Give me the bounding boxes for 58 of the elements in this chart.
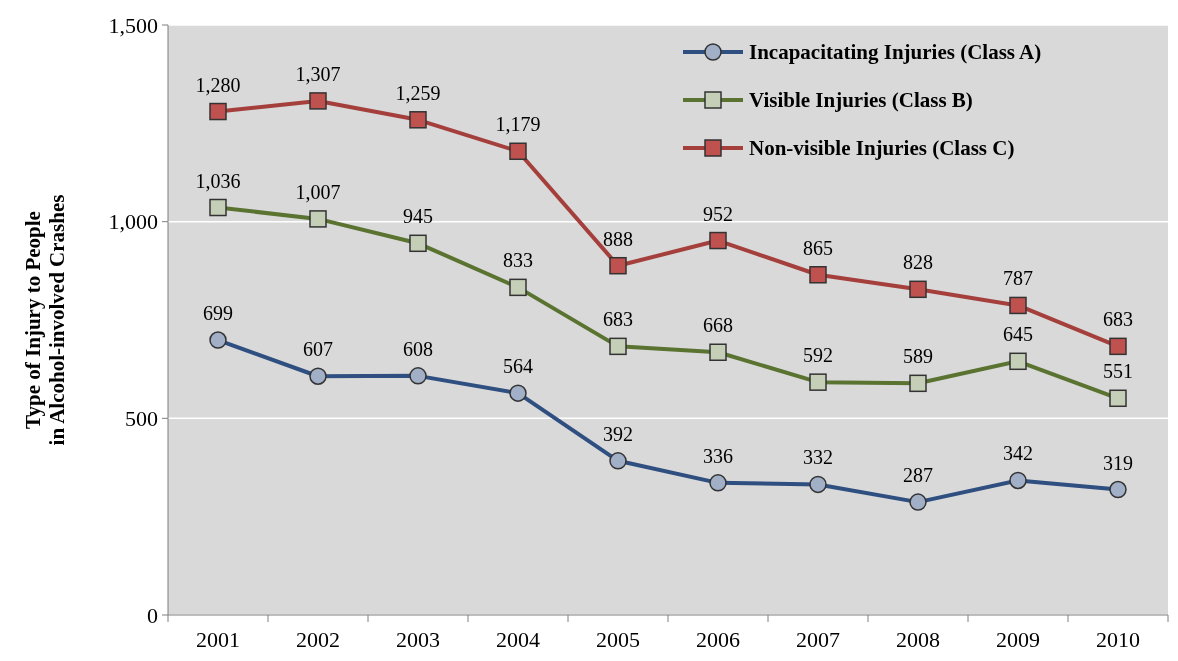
data-label: 1,307 [295, 62, 341, 85]
legend-label: Incapacitating Injuries (Class A) [749, 40, 1042, 65]
y-axis-title: Type of Injury to People in Alcohol-involved Crashes [21, 194, 69, 446]
data-label: 865 [803, 236, 833, 259]
data-label: 589 [903, 345, 933, 368]
point [409, 111, 427, 129]
data-label: 787 [1003, 267, 1033, 290]
point [309, 92, 327, 110]
data-label: 952 [703, 202, 733, 225]
point [609, 256, 627, 275]
y-tick-label: 1,500 [108, 12, 158, 38]
point [709, 231, 727, 250]
x-tick-label: 2008 [896, 627, 940, 652]
data-label: 828 [903, 251, 933, 274]
data-label: 342 [1003, 442, 1033, 465]
data-label: 1,259 [395, 81, 441, 104]
point [809, 266, 827, 284]
x-tick-label: 2004 [496, 627, 540, 652]
point [909, 280, 927, 299]
y-tick-label: 1,000 [108, 209, 158, 235]
data-label: 551 [1103, 360, 1133, 383]
y-tick-label: 500 [125, 406, 158, 432]
data-label: 699 [203, 302, 233, 325]
point [1009, 296, 1027, 315]
x-tick-label: 2009 [996, 627, 1040, 652]
data-label: 1,036 [195, 169, 241, 192]
legend-label: Non-visible Injuries (Class C) [749, 136, 1015, 161]
x-tick-label: 2007 [796, 627, 840, 652]
data-label: 336 [703, 444, 733, 467]
data-label: 287 [903, 464, 933, 487]
point [209, 102, 227, 121]
x-tick-label: 2003 [396, 627, 440, 652]
data-label: 319 [1103, 451, 1133, 474]
data-label: 607 [303, 338, 333, 361]
y-tick-label: 0 [147, 602, 158, 628]
data-label: 332 [803, 446, 833, 469]
legend-label: Visible Injuries (Class B) [749, 88, 973, 113]
x-tick-label: 2005 [596, 627, 640, 652]
x-tick-label: 2010 [1096, 627, 1140, 652]
data-label: 1,280 [195, 73, 241, 96]
x-tick-label: 2002 [296, 627, 340, 652]
data-label: 683 [1103, 308, 1133, 331]
data-label: 645 [1003, 323, 1033, 346]
data-label: 945 [403, 205, 433, 228]
data-label: 592 [803, 344, 833, 367]
data-label: 888 [603, 227, 633, 250]
data-label: 668 [703, 314, 733, 337]
data-label: 608 [403, 337, 433, 360]
data-label: 683 [603, 308, 633, 331]
point [1109, 337, 1127, 356]
data-label: 564 [503, 355, 533, 378]
point [509, 142, 527, 161]
data-label: 833 [503, 249, 533, 272]
x-tick-label: 2006 [696, 627, 740, 652]
data-label: 1,179 [495, 113, 541, 136]
x-tick-label: 2001 [196, 627, 240, 652]
data-label: 1,007 [295, 180, 341, 203]
data-label: 392 [603, 422, 633, 445]
